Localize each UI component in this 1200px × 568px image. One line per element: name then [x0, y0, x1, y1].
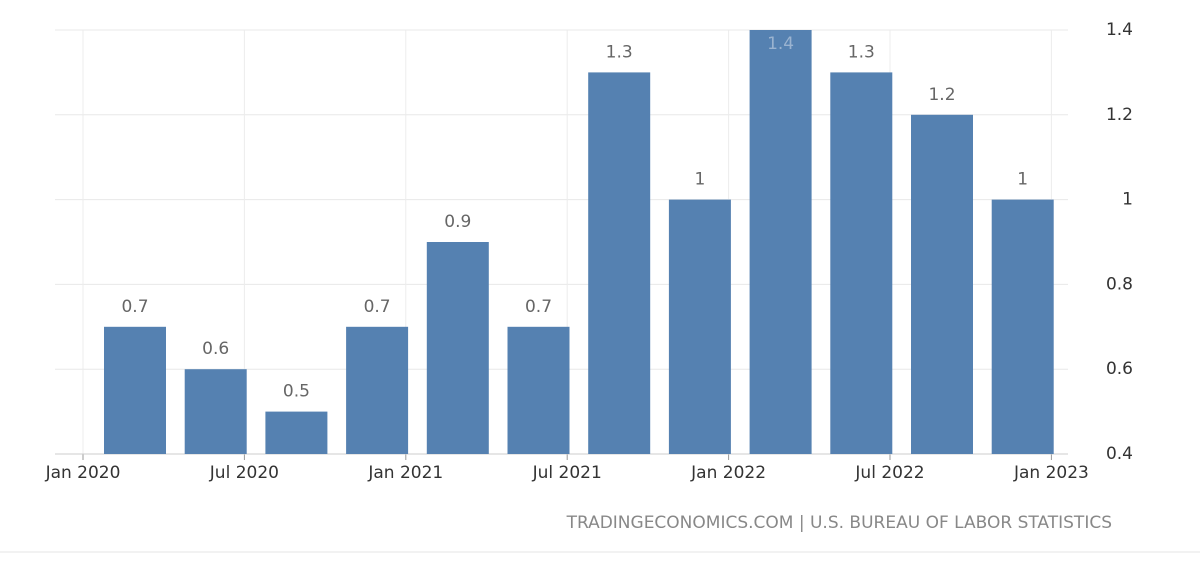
value-label: 1.4 [767, 34, 794, 54]
y-tick-label: 0.4 [1106, 444, 1133, 464]
value-label: 0.5 [283, 382, 310, 402]
bar [507, 326, 570, 454]
bar [346, 326, 409, 454]
value-label: 1.3 [848, 42, 875, 62]
value-label: 1 [694, 170, 705, 190]
value-label: 1 [1017, 170, 1028, 190]
y-tick-label: 0.8 [1106, 274, 1133, 294]
bar [749, 30, 812, 454]
value-label: 0.7 [364, 297, 391, 317]
x-tick-label: Jan 2023 [1013, 463, 1089, 483]
bar [104, 326, 166, 454]
bar [911, 114, 973, 455]
x-tick-label: Jul 2020 [209, 463, 279, 483]
value-label: 1.2 [928, 85, 955, 105]
bar [991, 199, 1054, 454]
value-label: 0.9 [444, 212, 471, 232]
x-tick-label: Jan 2020 [45, 463, 121, 483]
x-tick-label: Jul 2022 [854, 463, 924, 483]
x-tick-label: Jan 2022 [690, 463, 766, 483]
source: TRADINGECONOMICS.COM | U.S. BUREAU OF LA… [566, 513, 1112, 533]
value-label: 1.3 [606, 42, 633, 62]
y-tick-label: 1.2 [1106, 105, 1133, 125]
x-tick-label: Jul 2021 [532, 463, 602, 483]
bar [265, 411, 328, 454]
y-tick-label: 1 [1122, 190, 1133, 210]
bar [668, 199, 731, 454]
value-label: 0.7 [525, 297, 552, 317]
bar [588, 72, 651, 455]
bar [830, 72, 893, 455]
x-tick-label: Jan 2021 [367, 463, 443, 483]
value-label: 0.6 [202, 339, 229, 359]
bar [184, 369, 247, 454]
y-tick-label: 1.4 [1106, 20, 1133, 40]
bar [426, 242, 489, 454]
y-tick-label: 0.6 [1106, 359, 1133, 379]
value-label: 0.7 [121, 297, 148, 317]
